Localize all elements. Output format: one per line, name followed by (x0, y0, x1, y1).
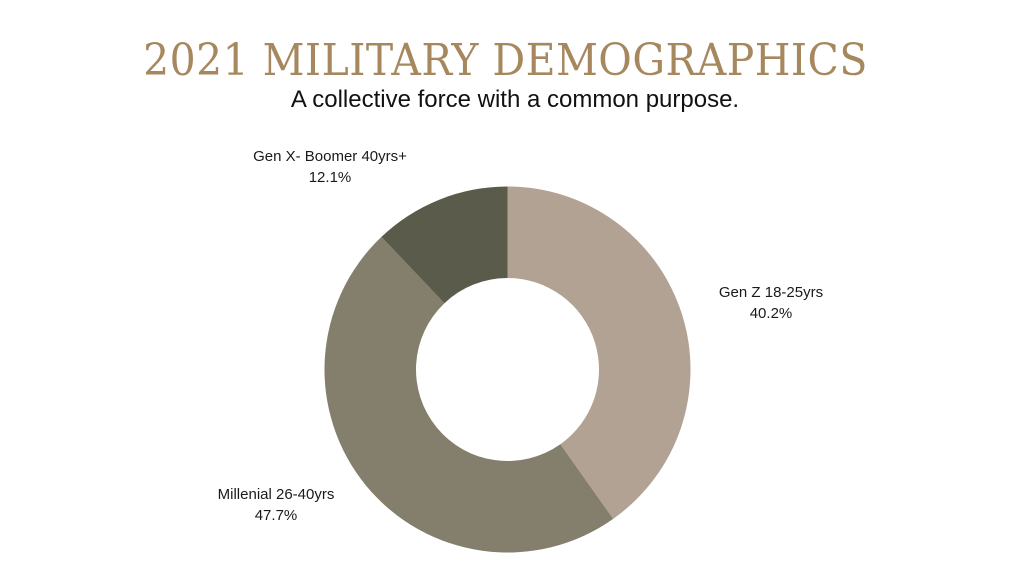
slice-gen-x-boomer (381, 186, 508, 304)
chart-subtitle: A collective force with a common purpose… (290, 86, 740, 113)
label-gen-z: Gen Z 18-25yrs 40.2% (671, 282, 871, 324)
donut-slices (324, 186, 691, 553)
label-gen-z-pct: 40.2% (749, 305, 793, 322)
label-millenial-name: Millenial 26-40yrs (217, 486, 335, 503)
label-gen-x-boomer: Gen X- Boomer 40yrs+ 12.1% (230, 146, 430, 188)
slice-millenial (324, 236, 614, 553)
label-millenial-pct: 47.7% (254, 507, 298, 524)
label-gen-x-boomer-name: Gen X- Boomer 40yrs+ (253, 148, 407, 165)
label-gen-z-name: Gen Z 18-25yrs (718, 284, 824, 301)
chart-title: 2021 MILITARY DEMOGRAPHICS (143, 35, 868, 86)
slice-gen-z (507, 186, 691, 519)
label-millenial: Millenial 26-40yrs 47.7% (176, 484, 376, 526)
label-gen-x-boomer-pct: 12.1% (308, 169, 352, 186)
